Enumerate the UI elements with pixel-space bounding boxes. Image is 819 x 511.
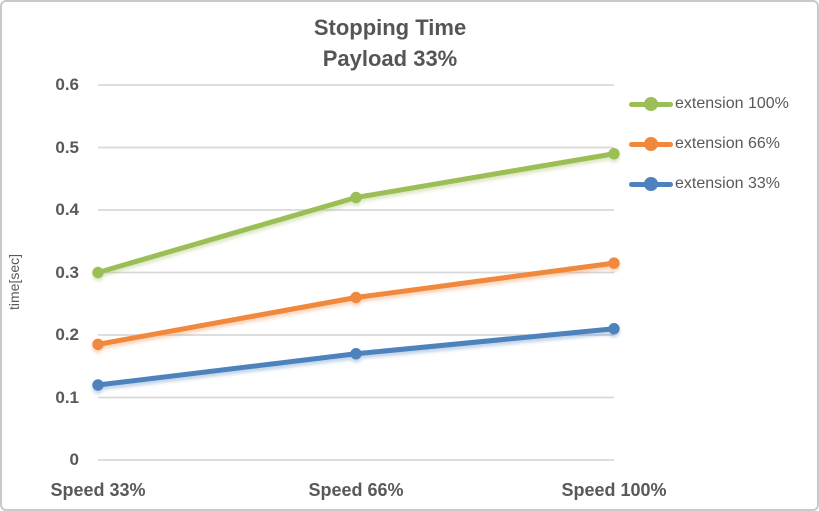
chart-title: Stopping Time Payload 33%	[2, 12, 778, 74]
legend-line-marker-icon	[629, 137, 673, 151]
data-point-marker	[92, 379, 104, 391]
data-point-marker	[350, 191, 362, 204]
legend-item-extension-100-[interactable]: extension 100%	[629, 84, 789, 124]
x-tick-label: Speed 100%	[561, 480, 667, 500]
legend-item-label: extension 100%	[675, 95, 789, 112]
legend-item-extension-66-[interactable]: extension 66%	[629, 124, 789, 164]
legend-line-marker-icon	[629, 97, 673, 111]
data-point-marker	[608, 323, 620, 335]
data-point-marker	[92, 266, 104, 279]
legend-swatch-marker	[644, 137, 658, 151]
legend: extension 100% extension 66% extension 33%	[629, 84, 789, 204]
series-extension-100-[interactable]	[92, 148, 620, 279]
chart-title-line: Stopping Time	[313, 15, 467, 40]
data-point-marker	[350, 348, 362, 360]
legend-swatch-marker	[644, 97, 658, 111]
y-tick-label: 0	[69, 450, 79, 469]
y-tick-label: 0.5	[55, 137, 79, 157]
series-extension-66-[interactable]	[92, 257, 620, 351]
series-line	[95, 151, 617, 275]
series-line	[95, 260, 617, 347]
legend-item-extension-33-[interactable]: extension 33%	[629, 164, 789, 204]
x-tick-label: Speed 66%	[308, 480, 404, 500]
legend-item-label: extension 66%	[675, 135, 780, 152]
y-tick-label: 0.6	[55, 75, 79, 94]
data-point-marker	[608, 257, 620, 269]
legend-swatch-marker	[644, 177, 658, 191]
chart-subtitle-line: Payload 33%	[322, 46, 458, 71]
data-point-marker	[92, 338, 104, 351]
data-point-marker	[608, 148, 620, 160]
data-point-marker	[350, 291, 362, 304]
legend-line-marker-icon	[629, 177, 673, 191]
y-tick-label: 0.3	[55, 262, 79, 282]
series-extension-33-[interactable]	[92, 323, 620, 391]
legend-item-label: extension 33%	[675, 175, 780, 192]
y-tick-label: 0.4	[55, 200, 79, 219]
y-tick-label: 0.1	[55, 387, 79, 407]
x-tick-label: Speed 33%	[50, 480, 146, 500]
y-tick-label: 0.2	[55, 325, 79, 344]
